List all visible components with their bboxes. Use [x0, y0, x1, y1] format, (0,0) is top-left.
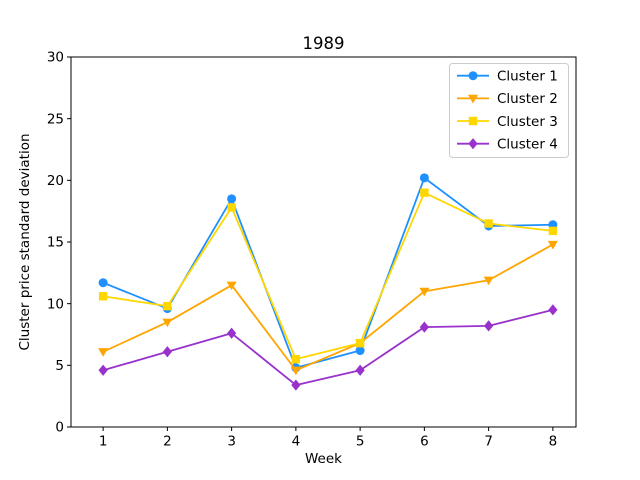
square-marker: [548, 226, 558, 236]
y-tick-label: 10: [47, 296, 64, 312]
diamond-marker: [548, 304, 558, 316]
legend: Cluster 1 Cluster 2 Cluster 3 Cluster 4: [449, 63, 569, 158]
series-cluster-3: [98, 188, 558, 364]
square-marker: [484, 219, 493, 228]
diamond-marker: [419, 321, 429, 333]
diamond-marker: [355, 364, 365, 376]
square-marker: [355, 338, 365, 348]
legend-box: [449, 63, 569, 158]
diamond-marker: [98, 364, 108, 376]
series-cluster-4: [98, 304, 558, 391]
diamond-marker: [468, 138, 478, 150]
square-marker: [468, 116, 478, 126]
diamond-marker: [162, 346, 172, 358]
x-tick-label: 3: [227, 434, 236, 450]
x-tick-label: 2: [163, 434, 172, 450]
circle-marker: [355, 346, 365, 356]
y-tick-label: 15: [47, 235, 64, 251]
triangle-down-marker: [162, 318, 173, 328]
triangle-down-marker: [468, 94, 478, 104]
triangle-down-marker: [98, 348, 109, 357]
series-cluster-1: [98, 173, 558, 373]
diamond-marker: [291, 379, 301, 391]
triangle-down-marker: [483, 276, 494, 286]
circle-marker: [98, 278, 108, 288]
series-line: [102, 243, 554, 372]
legend-entry: Cluster 3: [457, 114, 558, 130]
x-tick-label: 5: [356, 434, 365, 450]
triangle-down-marker: [290, 366, 301, 376]
square-marker: [98, 292, 108, 301]
legend-label: Cluster 2: [497, 91, 558, 107]
x-tick-label: 4: [292, 434, 301, 450]
triangle-down-marker: [226, 281, 237, 291]
legend-label: Cluster 4: [497, 136, 558, 152]
y-axis-label: Cluster price standard deviation: [17, 133, 33, 350]
legend-entry: Cluster 4: [457, 136, 558, 152]
legend-label: Cluster 3: [497, 114, 558, 130]
legend-label: Cluster 1: [497, 69, 558, 85]
x-axis-label: Week: [305, 451, 342, 467]
y-tick-label: 25: [47, 111, 64, 127]
x-tick-label: 8: [549, 434, 558, 450]
series-line: [102, 191, 554, 361]
y-tick-label: 5: [55, 358, 64, 374]
x-tick-label: 1: [99, 434, 108, 450]
y-tick-label: 20: [47, 173, 64, 189]
x-tick-label: 6: [420, 434, 429, 450]
square-marker: [420, 188, 429, 197]
y-tick-label: 0: [55, 420, 64, 436]
circle-marker: [468, 71, 478, 81]
square-marker: [227, 203, 236, 212]
series-line: [102, 176, 554, 369]
circle-marker: [227, 194, 237, 204]
diamond-marker: [484, 320, 494, 332]
circle-marker: [419, 173, 429, 183]
triangle-down-marker: [419, 287, 430, 297]
series-line: [102, 308, 554, 386]
diamond-marker: [227, 327, 237, 339]
square-marker: [291, 354, 301, 364]
chart-title: 1989: [303, 34, 345, 53]
legend-entry: Cluster 2: [457, 91, 558, 107]
square-marker: [163, 301, 172, 311]
y-tick-label: 30: [47, 50, 64, 66]
x-tick-label: 7: [484, 434, 493, 450]
legend-entry: Cluster 1: [457, 69, 558, 85]
triangle-down-marker: [547, 240, 558, 250]
